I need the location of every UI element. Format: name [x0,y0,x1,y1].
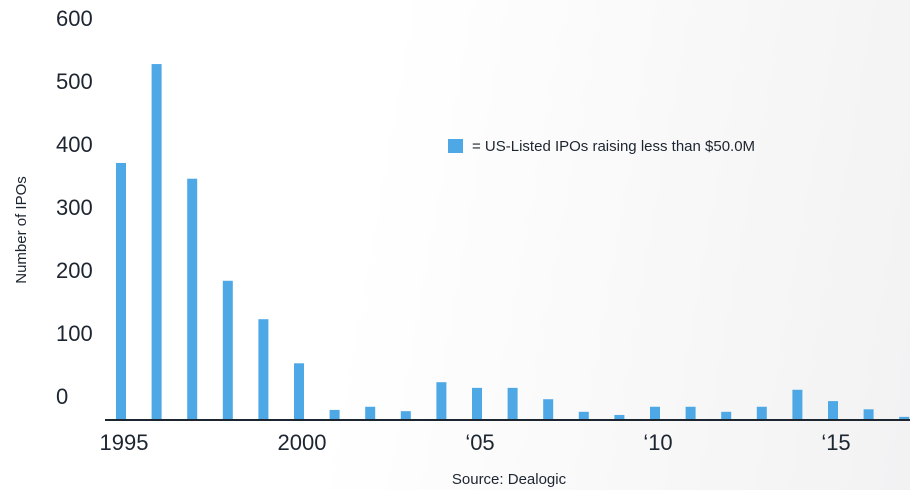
bar [151,64,162,421]
x-tick-label: ‘15 [821,430,850,455]
y-tick-label: 600 [56,6,93,31]
bar [329,409,340,420]
bar [899,416,910,420]
bar [578,411,589,420]
x-tick-label: 1995 [100,430,149,455]
y-tick-label: 400 [56,132,93,157]
y-tick-label: 100 [56,321,93,346]
y-tick-label: 300 [56,195,93,220]
legend-label: = US-Listed IPOs raising less than $50.0… [472,138,755,155]
bar [685,406,696,420]
bar [543,399,554,420]
bar [116,162,126,420]
bar [828,401,838,420]
bar [650,406,660,420]
y-tick-label: 200 [56,258,93,283]
bar [187,178,198,420]
bar [721,411,732,420]
bar [863,409,874,420]
bar [294,363,304,420]
bar [792,389,803,420]
y-tick-label: 0 [56,384,68,409]
legend-swatch [448,139,463,153]
bar [507,387,518,420]
x-tick-label: 2000 [278,430,327,455]
y-axis-label: Number of IPOs [13,176,30,284]
bar [400,411,411,420]
x-tick-label: ‘05 [465,430,494,455]
bar [258,319,269,420]
bar [472,387,482,420]
y-tick-label: 500 [56,69,93,94]
bar [436,382,447,420]
source: Source: Dealogic [452,471,567,488]
bar [222,280,233,420]
bar [365,406,376,420]
x-tick-label: ‘10 [643,430,672,455]
bar [614,414,625,420]
bar [756,406,767,420]
